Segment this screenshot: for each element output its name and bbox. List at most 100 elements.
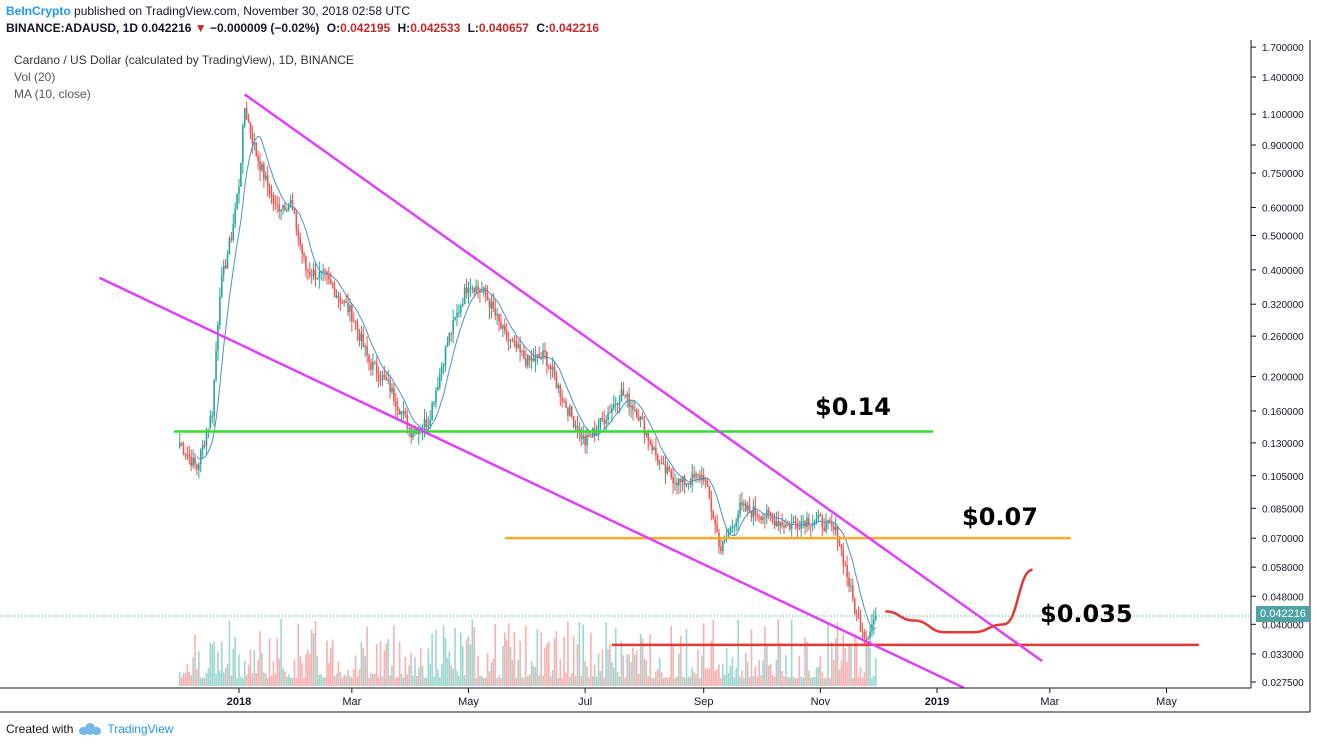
candle-body	[435, 390, 437, 403]
candle-body	[400, 411, 403, 415]
tradingview-logo-icon	[79, 723, 102, 735]
tradingview-link[interactable]: TradingView	[107, 722, 174, 736]
candle-body	[802, 521, 804, 523]
volume-bar	[375, 644, 378, 686]
candle-body	[716, 524, 718, 533]
candle-body	[475, 286, 477, 293]
candle-body	[243, 108, 246, 127]
volume-bar	[597, 653, 600, 686]
candle-body	[440, 366, 443, 374]
volume-bar	[643, 658, 646, 686]
candle-body	[379, 379, 382, 381]
candle-body	[452, 319, 454, 334]
volume-bar	[385, 643, 388, 686]
volume-bar	[236, 677, 238, 686]
volume-bar	[553, 638, 556, 686]
candle-body	[523, 350, 525, 359]
price-tick-label: 0.400000	[1262, 266, 1304, 277]
candle-body	[268, 186, 271, 196]
volume-bar	[182, 672, 185, 686]
volume-bar	[188, 671, 191, 686]
volume-bar	[247, 665, 250, 686]
candle-body	[276, 203, 279, 205]
volume-bar	[513, 631, 516, 686]
candle-body	[693, 473, 695, 478]
volume-bar	[511, 659, 514, 686]
candle-body	[289, 199, 292, 205]
volume-bar	[702, 623, 705, 686]
volume-bar	[368, 677, 370, 686]
candle-body	[775, 521, 778, 526]
candle-body	[681, 476, 684, 483]
candle-body	[723, 537, 726, 541]
volume-bar	[525, 625, 527, 686]
volume-bar	[670, 626, 672, 686]
volume-bar	[219, 670, 221, 686]
volume-bar	[178, 671, 181, 686]
volume-bar	[620, 641, 623, 686]
volume-bar	[681, 676, 684, 686]
candle-body	[702, 475, 705, 481]
candle-body	[375, 363, 378, 375]
publisher-name[interactable]: BeInCrypto	[6, 4, 71, 18]
volume-bar	[521, 677, 523, 686]
volume-bar	[769, 663, 772, 686]
candle-body	[465, 287, 468, 294]
candle-body	[232, 223, 235, 240]
candle-body	[743, 503, 745, 506]
volume-bar	[224, 667, 227, 686]
volume-bar	[460, 632, 462, 686]
chart-title: Cardano / US Dollar (calculated by Tradi…	[14, 53, 354, 67]
volume-bar	[341, 677, 344, 686]
volume-bar	[752, 676, 755, 686]
candle-body	[448, 333, 451, 343]
candle-body	[651, 444, 653, 451]
candle-body	[362, 333, 365, 347]
volume-bar	[729, 665, 732, 686]
volume-bar	[481, 675, 483, 686]
volume-bar	[517, 659, 519, 686]
candle-body	[637, 417, 640, 421]
candle-body	[259, 161, 261, 171]
volume-bar	[504, 632, 506, 686]
candle-body	[471, 287, 474, 289]
volume-bar	[335, 673, 338, 686]
candle-body	[641, 416, 644, 420]
candle-body	[670, 470, 672, 478]
volume-bar	[257, 659, 259, 686]
candle-body	[852, 585, 854, 599]
volume-bar	[651, 677, 653, 686]
candle-body	[370, 362, 372, 370]
candle-body	[544, 350, 546, 352]
volume-bar	[731, 657, 734, 686]
volume-bar	[444, 638, 447, 686]
candle-body	[863, 632, 866, 638]
volume-bar	[406, 674, 409, 686]
volume-bar	[469, 644, 472, 686]
volume-bar	[299, 656, 301, 686]
candle-body	[754, 506, 757, 515]
candle-body	[437, 386, 439, 391]
time-tick-label: Mar	[342, 696, 361, 708]
volume-bar	[853, 633, 856, 686]
volume-bar	[842, 633, 845, 686]
candle-body	[827, 520, 829, 522]
volume-bar	[184, 673, 187, 686]
volume-bar	[613, 667, 615, 686]
candle-body	[645, 432, 648, 436]
volume-bar	[263, 672, 265, 686]
volume-bar	[563, 636, 565, 686]
candle-body	[712, 510, 715, 520]
volume-bar	[595, 676, 598, 686]
volume-bar	[840, 660, 843, 686]
volume-bar	[570, 673, 573, 686]
candle-body	[358, 330, 361, 342]
volume-bar	[547, 641, 550, 686]
candle-body	[446, 342, 449, 347]
time-tick-label: Sep	[694, 696, 714, 708]
volume-bar	[672, 646, 674, 686]
price-tick-label: 0.070000	[1262, 534, 1304, 545]
volume-bar	[345, 675, 347, 686]
candle-body	[873, 619, 875, 625]
